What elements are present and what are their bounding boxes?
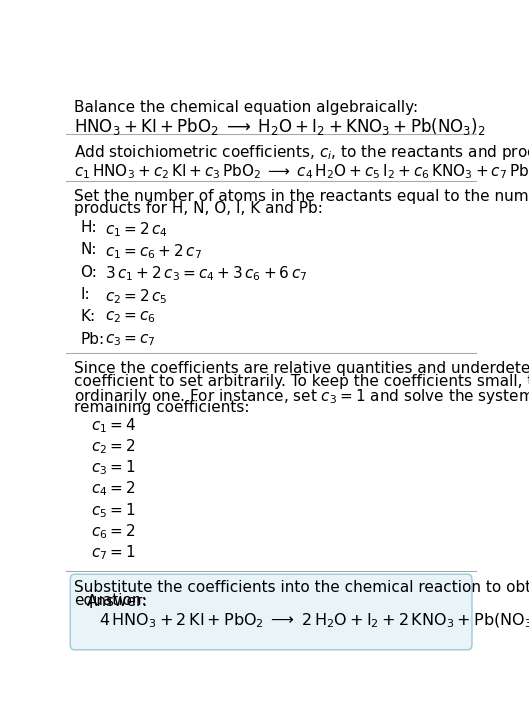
Text: coefficient to set arbitrarily. To keep the coefficients small, the arbitrary va: coefficient to set arbitrarily. To keep …	[74, 374, 529, 389]
Text: $c_1 = 4$: $c_1 = 4$	[91, 416, 136, 435]
Text: $\mathrm{HNO_3 + KI + PbO_2 \;\longrightarrow\; H_2O + I_2 + KNO_3 + Pb(NO_3)_2}: $\mathrm{HNO_3 + KI + PbO_2 \;\longright…	[74, 116, 486, 137]
Text: $3\,c_1 + 2\,c_3 = c_4 + 3\,c_6 + 6\,c_7$: $3\,c_1 + 2\,c_3 = c_4 + 3\,c_6 + 6\,c_7…	[105, 265, 307, 284]
Text: $c_1 = c_6 + 2\,c_7$: $c_1 = c_6 + 2\,c_7$	[105, 242, 202, 261]
Text: Set the number of atoms in the reactants equal to the number of atoms in the: Set the number of atoms in the reactants…	[74, 188, 529, 204]
Text: ordinarily one. For instance, set $c_3 = 1$ and solve the system of equations fo: ordinarily one. For instance, set $c_3 =…	[74, 387, 529, 406]
Text: remaining coefficients:: remaining coefficients:	[74, 400, 250, 414]
Text: K:: K:	[80, 310, 96, 324]
Text: O:: O:	[80, 265, 97, 280]
Text: $c_1\,\mathrm{HNO_3} + c_2\,\mathrm{KI} + c_3\,\mathrm{PbO_2} \;\longrightarrow\: $c_1\,\mathrm{HNO_3} + c_2\,\mathrm{KI} …	[74, 162, 529, 180]
Text: $c_3 = c_7$: $c_3 = c_7$	[105, 332, 156, 348]
Text: products for H, N, O, I, K and Pb:: products for H, N, O, I, K and Pb:	[74, 201, 323, 217]
Text: H:: H:	[80, 220, 97, 235]
Text: $c_3 = 1$: $c_3 = 1$	[91, 459, 135, 477]
FancyBboxPatch shape	[70, 574, 472, 650]
Text: N:: N:	[80, 242, 97, 257]
Text: Balance the chemical equation algebraically:: Balance the chemical equation algebraica…	[74, 100, 418, 115]
Text: $c_1 = 2\,c_4$: $c_1 = 2\,c_4$	[105, 220, 168, 238]
Text: I:: I:	[80, 287, 90, 302]
Text: $c_5 = 1$: $c_5 = 1$	[91, 501, 135, 520]
Text: Since the coefficients are relative quantities and underdetermined, choose a: Since the coefficients are relative quan…	[74, 361, 529, 376]
Text: Substitute the coefficients into the chemical reaction to obtain the balanced: Substitute the coefficients into the che…	[74, 580, 529, 595]
Text: Pb:: Pb:	[80, 332, 105, 347]
Text: $4\,\mathrm{HNO_3} + 2\,\mathrm{KI} + \mathrm{PbO_2} \;\longrightarrow\; 2\,\mat: $4\,\mathrm{HNO_3} + 2\,\mathrm{KI} + \m…	[99, 611, 529, 630]
Text: equation:: equation:	[74, 593, 147, 608]
Text: $c_2 = 2$: $c_2 = 2$	[91, 437, 135, 456]
Text: $c_6 = 2$: $c_6 = 2$	[91, 522, 135, 541]
Text: $c_4 = 2$: $c_4 = 2$	[91, 480, 135, 498]
Text: Answer:: Answer:	[87, 594, 148, 608]
Text: $c_7 = 1$: $c_7 = 1$	[91, 544, 135, 562]
Text: $c_2 = c_6$: $c_2 = c_6$	[105, 310, 156, 325]
Text: Add stoichiometric coefficients, $c_i$, to the reactants and products:: Add stoichiometric coefficients, $c_i$, …	[74, 142, 529, 161]
Text: $c_2 = 2\,c_5$: $c_2 = 2\,c_5$	[105, 287, 168, 306]
